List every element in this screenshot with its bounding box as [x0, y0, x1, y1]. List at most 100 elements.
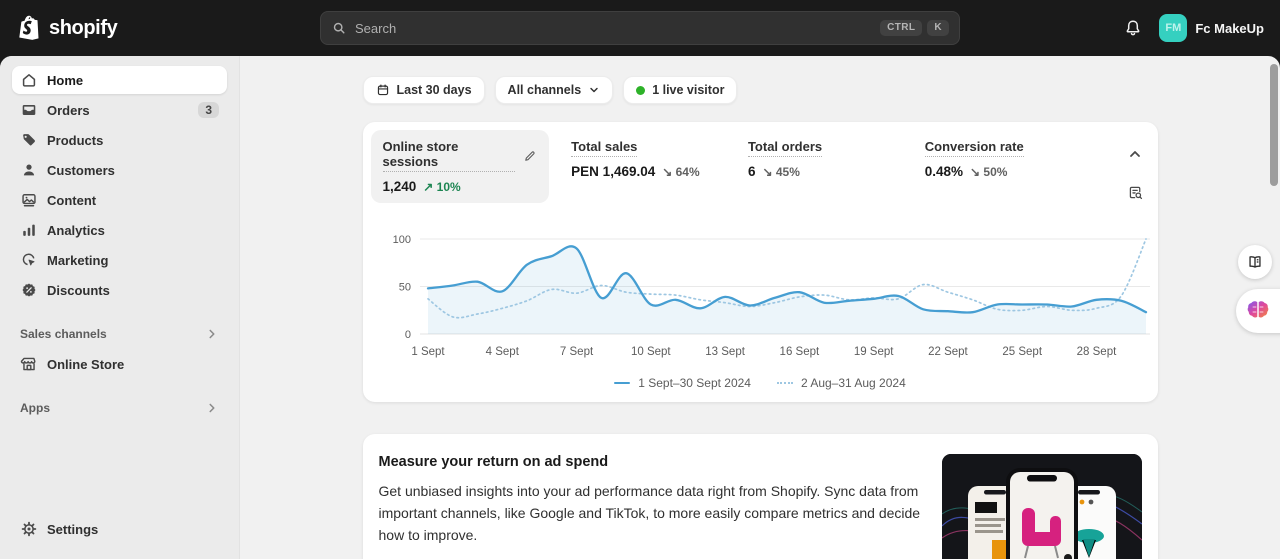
metric-online-store-sessions[interactable]: Online store sessions 1,240 ↗ 10%	[370, 130, 550, 203]
sidebar-item-settings[interactable]: Settings	[12, 515, 227, 543]
metric-delta: ↘ 64%	[662, 165, 700, 179]
main-content: Last 30 days All channels 1 live visitor…	[240, 56, 1280, 559]
report-search-icon	[1127, 184, 1144, 201]
notifications-button[interactable]	[1123, 18, 1143, 38]
gear-icon	[20, 520, 38, 538]
ai-assistant-button[interactable]	[1236, 289, 1280, 333]
scrollbar-thumb[interactable]	[1270, 64, 1278, 186]
metric-delta: ↘ 45%	[762, 165, 800, 179]
svg-text:16 Sept: 16 Sept	[779, 346, 819, 358]
channels-dropdown[interactable]: All channels	[494, 76, 614, 104]
topbar: shopify CTRL K FM	[0, 0, 1280, 56]
orders-count-badge: 3	[198, 102, 219, 118]
ad-card-title: Measure your return on ad spend	[378, 454, 609, 470]
edit-metric-button[interactable]	[523, 149, 537, 163]
brain-icon	[1245, 299, 1271, 323]
discount-icon	[20, 281, 38, 299]
sidebar-item-label: Content	[47, 192, 97, 208]
sidebar-item-label: Online Store	[47, 356, 125, 372]
sidebar-item-orders[interactable]: Orders 3	[12, 96, 227, 124]
chevron-right-icon	[205, 401, 219, 415]
solid-line-swatch	[614, 382, 631, 384]
sidebar-item-label: Settings	[47, 521, 99, 537]
svg-text:10 Sept: 10 Sept	[630, 346, 670, 358]
metric-label: Total orders	[747, 139, 823, 157]
date-range-picker[interactable]: Last 30 days	[362, 76, 485, 104]
collapse-card-button[interactable]	[1127, 146, 1143, 162]
search-bar[interactable]: CTRL K	[320, 11, 960, 45]
user-menu[interactable]: FM Fc MakeUp	[1159, 14, 1264, 42]
sidebar-item-label: Orders	[47, 102, 90, 118]
legend-label: 1 Sept–30 Sept 2024	[638, 376, 751, 390]
sales-channels-header[interactable]: Sales channels	[12, 324, 227, 344]
metric-delta: ↘ 50%	[970, 165, 1008, 179]
ad-spend-card: Measure your return on ad spend Get unbi…	[362, 434, 1158, 559]
metric-value: 1,240	[382, 179, 417, 194]
sidebar-item-label: Products	[47, 132, 104, 148]
image-icon	[20, 191, 38, 209]
svg-text:4 Sept: 4 Sept	[485, 346, 519, 358]
sidebar-item-label: Analytics	[47, 222, 105, 238]
svg-text:0: 0	[404, 329, 410, 341]
sidebar-item-marketing[interactable]: Marketing	[12, 246, 227, 274]
help-docs-button[interactable]	[1238, 245, 1272, 279]
sidebar-item-discounts[interactable]: Discounts	[12, 276, 227, 304]
analytics-card: Online store sessions 1,240 ↗ 10% Total …	[362, 122, 1158, 402]
sessions-chart: 0 50 100 1 Sept 4 Sept 7 Sept 10 Sept 13 Sept 16…	[371, 227, 1150, 366]
metrics-row: Online store sessions 1,240 ↗ 10% Total …	[370, 130, 1150, 203]
live-indicator-dot	[636, 85, 646, 95]
person-icon	[20, 161, 38, 179]
metric-total-sales[interactable]: Total sales PEN 1,469.04 ↘ 64%	[559, 130, 736, 188]
metric-label: Total sales	[571, 139, 638, 157]
ctrl-keycap: CTRL	[880, 20, 923, 36]
orders-icon	[20, 101, 38, 119]
sidebar-item-content[interactable]: Content	[12, 186, 227, 214]
calendar-icon	[376, 83, 390, 97]
storefront-icon	[20, 355, 38, 373]
tag-icon	[20, 131, 38, 149]
bell-icon	[1123, 18, 1143, 38]
search-input[interactable]	[355, 20, 873, 36]
k-keycap: K	[927, 20, 949, 36]
apps-header[interactable]: Apps	[12, 398, 227, 418]
svg-text:19 Sept: 19 Sept	[853, 346, 893, 358]
sidebar-item-label: Marketing	[47, 252, 109, 268]
filter-bar: Last 30 days All channels 1 live visitor	[362, 76, 1158, 104]
chevron-down-icon	[588, 84, 600, 96]
apps-label: Apps	[20, 401, 50, 415]
sidebar-item-home[interactable]: Home	[12, 66, 227, 94]
metric-conversion-rate[interactable]: Conversion rate 0.48% ↘ 50%	[913, 130, 1090, 188]
view-report-button[interactable]	[1127, 184, 1144, 201]
target-icon	[20, 251, 38, 269]
dotted-line-swatch	[776, 382, 793, 384]
user-avatar: FM	[1159, 14, 1188, 42]
promo-image	[941, 454, 1142, 559]
search-shortcut: CTRL K	[880, 20, 949, 36]
svg-text:1 Sept: 1 Sept	[411, 346, 445, 358]
metric-total-orders[interactable]: Total orders 6 ↘ 45%	[736, 130, 913, 188]
sidebar-item-online-store[interactable]: Online Store	[12, 350, 227, 378]
metric-label: Conversion rate	[924, 139, 1024, 157]
sidebar-item-label: Discounts	[47, 282, 110, 298]
metric-value: 0.48%	[924, 164, 964, 179]
chart-legend: 1 Sept–30 Sept 2024 2 Aug–31 Aug 2024	[371, 376, 1150, 390]
admin-body: Home Orders 3 Products Customers Content…	[0, 56, 1280, 559]
sidebar-item-customers[interactable]: Customers	[12, 156, 227, 184]
legend-current-period: 1 Sept–30 Sept 2024	[614, 376, 751, 390]
metric-value: 6	[747, 164, 756, 179]
shopify-logo[interactable]: shopify	[16, 14, 196, 42]
metric-delta: ↗ 10%	[423, 180, 461, 194]
bar-chart-icon	[20, 221, 38, 239]
sidebar: Home Orders 3 Products Customers Content…	[0, 56, 240, 559]
live-visitors-label: 1 live visitor	[652, 83, 725, 97]
chevron-up-icon	[1127, 146, 1143, 162]
svg-text:7 Sept: 7 Sept	[559, 346, 593, 358]
legend-previous-period: 2 Aug–31 Aug 2024	[776, 376, 906, 390]
open-book-icon	[1246, 253, 1264, 271]
sidebar-item-products[interactable]: Products	[12, 126, 227, 154]
home-icon	[20, 71, 38, 89]
svg-text:50: 50	[398, 282, 410, 294]
sales-channels-label: Sales channels	[20, 327, 107, 341]
sidebar-item-analytics[interactable]: Analytics	[12, 216, 227, 244]
live-visitors-button[interactable]: 1 live visitor	[623, 76, 738, 104]
